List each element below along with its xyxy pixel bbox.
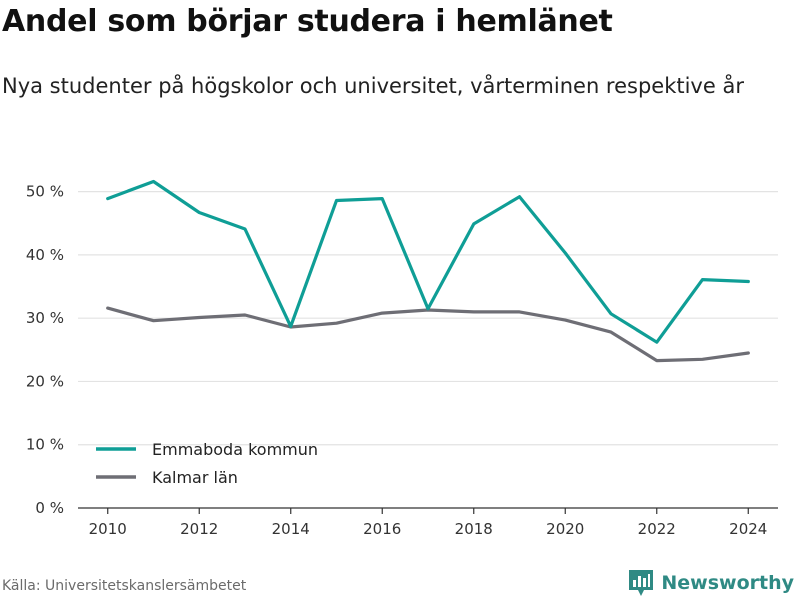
y-tick-label: 50 % xyxy=(26,183,64,201)
x-tick-label: 2012 xyxy=(180,520,218,538)
y-tick-label: 40 % xyxy=(26,246,64,264)
y-tick-label: 30 % xyxy=(26,309,64,327)
line-chart: 0 % 10 % 20 % 30 % 40 % 50 % 2010 2012 2014 2016… xyxy=(26,179,778,538)
legend-label: Kalmar län xyxy=(152,468,238,487)
x-tick-label: 2024 xyxy=(729,520,767,538)
chart-subtitle: Nya studenter på högskolor och universit… xyxy=(2,74,744,98)
chart-title: Andel som börjar studera i hemlänet xyxy=(2,4,613,39)
x-axis: 2010 2012 2014 2016 2018 2020 2022 2024 xyxy=(78,507,778,538)
newsworthy-logo-icon xyxy=(629,570,654,596)
series-lines xyxy=(106,179,750,363)
x-tick-label: 2014 xyxy=(272,520,310,538)
y-axis: 0 % 10 % 20 % 30 % 40 % 50 % xyxy=(26,183,64,517)
legend-label: Emmaboda kommun xyxy=(152,440,318,459)
x-tick-label: 2022 xyxy=(638,520,676,538)
brand-logo: Newsworthy xyxy=(627,568,794,598)
x-tick-label: 2010 xyxy=(89,520,127,538)
grid-lines xyxy=(78,191,778,446)
brand-name: Newsworthy xyxy=(661,572,794,594)
y-tick-label: 10 % xyxy=(26,436,64,454)
series-line-1 xyxy=(106,179,750,344)
series-line-2 xyxy=(106,306,750,363)
y-tick-label: 20 % xyxy=(26,372,64,390)
x-tick-label: 2020 xyxy=(546,520,584,538)
y-tick-label: 0 % xyxy=(35,499,64,517)
x-tick-label: 2018 xyxy=(455,520,493,538)
x-tick-label: 2016 xyxy=(363,520,401,538)
source-note: Källa: Universitetskanslersämbetet xyxy=(2,578,247,594)
legend: Emmaboda kommun Kalmar län xyxy=(96,440,318,487)
